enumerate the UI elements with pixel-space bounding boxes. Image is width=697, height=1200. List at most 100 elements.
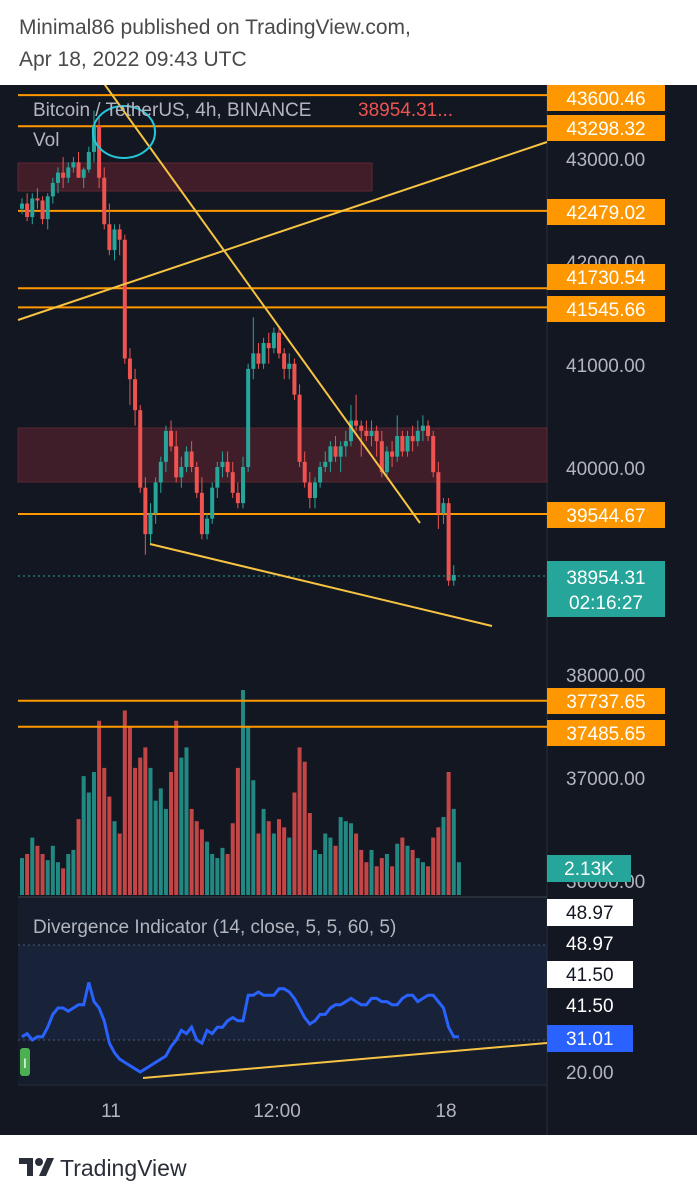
indicator-band xyxy=(18,945,547,1040)
level-tag[interactable] xyxy=(547,720,665,746)
volume-bar xyxy=(30,837,35,895)
candle-body xyxy=(287,363,292,369)
indicator-tag xyxy=(547,899,633,926)
candle-body xyxy=(343,441,348,447)
footer-brand: TradingView xyxy=(60,1155,187,1181)
volume-bar xyxy=(158,788,163,895)
volume-bar xyxy=(127,726,132,895)
indicator-legend[interactable]: Divergence Indicator (14, close, 5, 5, 6… xyxy=(33,917,396,938)
candle-body xyxy=(138,410,143,488)
level-label: 37737.65 xyxy=(566,692,645,713)
volume-bar xyxy=(354,833,359,895)
volume-bar xyxy=(420,862,425,895)
publisher-text: Minimal86 published on TradingView.com, xyxy=(19,16,411,39)
level-tag[interactable] xyxy=(547,199,665,225)
descending-trendline[interactable] xyxy=(99,77,421,524)
volume-bar xyxy=(405,845,410,895)
current-price-value: 38954.31 xyxy=(566,568,645,589)
candle-body xyxy=(354,420,359,426)
volume-bar xyxy=(441,817,446,895)
candle-body xyxy=(55,172,60,183)
candle-body xyxy=(441,503,446,514)
candle-body xyxy=(420,425,425,431)
signal-marker-glyph: I xyxy=(23,1055,27,1071)
level-tag[interactable] xyxy=(547,264,665,290)
volume-bar xyxy=(133,767,138,895)
volume-bar xyxy=(318,854,323,895)
lower-trendline[interactable] xyxy=(149,543,493,627)
volume-bar xyxy=(169,772,174,895)
volume-bar xyxy=(71,849,76,895)
volume-bar xyxy=(102,767,107,895)
candle-body xyxy=(215,467,220,488)
volume-legend[interactable]: Vol xyxy=(33,130,59,151)
indicator-line xyxy=(21,982,459,1074)
candle-body xyxy=(400,436,405,452)
level-tag[interactable] xyxy=(547,85,665,111)
volume-bar xyxy=(451,808,456,895)
volume-bar xyxy=(179,757,184,895)
candle-body xyxy=(86,151,91,170)
candle-body xyxy=(45,196,50,220)
candle-body xyxy=(133,379,138,411)
volume-bar xyxy=(112,821,117,895)
candle-body xyxy=(333,446,338,457)
candle-body xyxy=(415,430,420,442)
candle-body xyxy=(302,461,307,483)
level-label: 42479.02 xyxy=(566,203,645,224)
candle-body xyxy=(35,198,40,201)
volume-bar xyxy=(436,827,441,895)
support-zone[interactable] xyxy=(17,427,548,483)
volume-bar xyxy=(271,833,276,895)
indicator-current-value: 31.01 xyxy=(566,1029,614,1050)
horizontal-levels[interactable] xyxy=(18,94,547,728)
candle-body xyxy=(40,200,45,220)
level-label: 37485.65 xyxy=(566,724,645,745)
level-tag[interactable] xyxy=(547,502,665,528)
candle-body xyxy=(359,425,364,431)
volume-bar xyxy=(426,866,431,895)
volume-bar xyxy=(400,837,405,895)
tradingview-logo-icon xyxy=(19,1158,54,1176)
time-label: 12:00 xyxy=(253,1101,301,1122)
volume-bar xyxy=(241,690,246,895)
peak-circle-annotation[interactable] xyxy=(92,105,156,159)
volume-bar xyxy=(359,849,364,895)
candles xyxy=(20,110,456,586)
volume-bars xyxy=(20,690,461,895)
ascending-trendline[interactable] xyxy=(17,141,548,321)
chart-area[interactable]: I Bitcoin / TetherUS, 4h, BINANCE 38954.… xyxy=(0,77,697,1135)
indicator-trendline[interactable] xyxy=(142,1042,548,1079)
candle-body xyxy=(256,353,261,364)
volume-bar xyxy=(384,854,389,895)
volume-bar xyxy=(261,808,266,895)
volume-value: 2.13K xyxy=(564,859,614,880)
candle-body xyxy=(102,177,107,225)
candle-body xyxy=(117,229,122,240)
resistance-zone[interactable] xyxy=(17,162,373,192)
candle-body xyxy=(61,172,66,178)
volume-tag[interactable] xyxy=(547,855,631,882)
volume-bar xyxy=(117,833,122,895)
price-tick: 37000.00 xyxy=(566,769,645,790)
level-tag[interactable] xyxy=(547,296,665,322)
volume-bar xyxy=(66,854,71,895)
candle-body xyxy=(410,436,415,442)
volume-bar xyxy=(55,862,60,895)
volume-bar xyxy=(230,823,235,895)
candle-body xyxy=(97,126,102,178)
candle-body xyxy=(251,353,256,369)
candle-body xyxy=(50,182,55,197)
price-chart[interactable]: I Bitcoin / TetherUS, 4h, BINANCE 38954.… xyxy=(0,77,697,1135)
level-tag[interactable] xyxy=(547,688,665,714)
candle-body xyxy=(112,229,117,251)
volume-bar xyxy=(369,849,374,895)
volume-bar xyxy=(40,854,45,895)
current-price-tag[interactable] xyxy=(547,561,665,617)
indicator-axis-label: 41.50 xyxy=(566,996,614,1017)
volume-bar xyxy=(297,747,302,895)
symbol-legend[interactable]: Bitcoin / TetherUS, 4h, BINANCE xyxy=(33,100,311,121)
level-tag[interactable] xyxy=(547,115,665,141)
volume-bar xyxy=(220,847,225,895)
indicator-current-tag[interactable] xyxy=(547,1025,633,1052)
